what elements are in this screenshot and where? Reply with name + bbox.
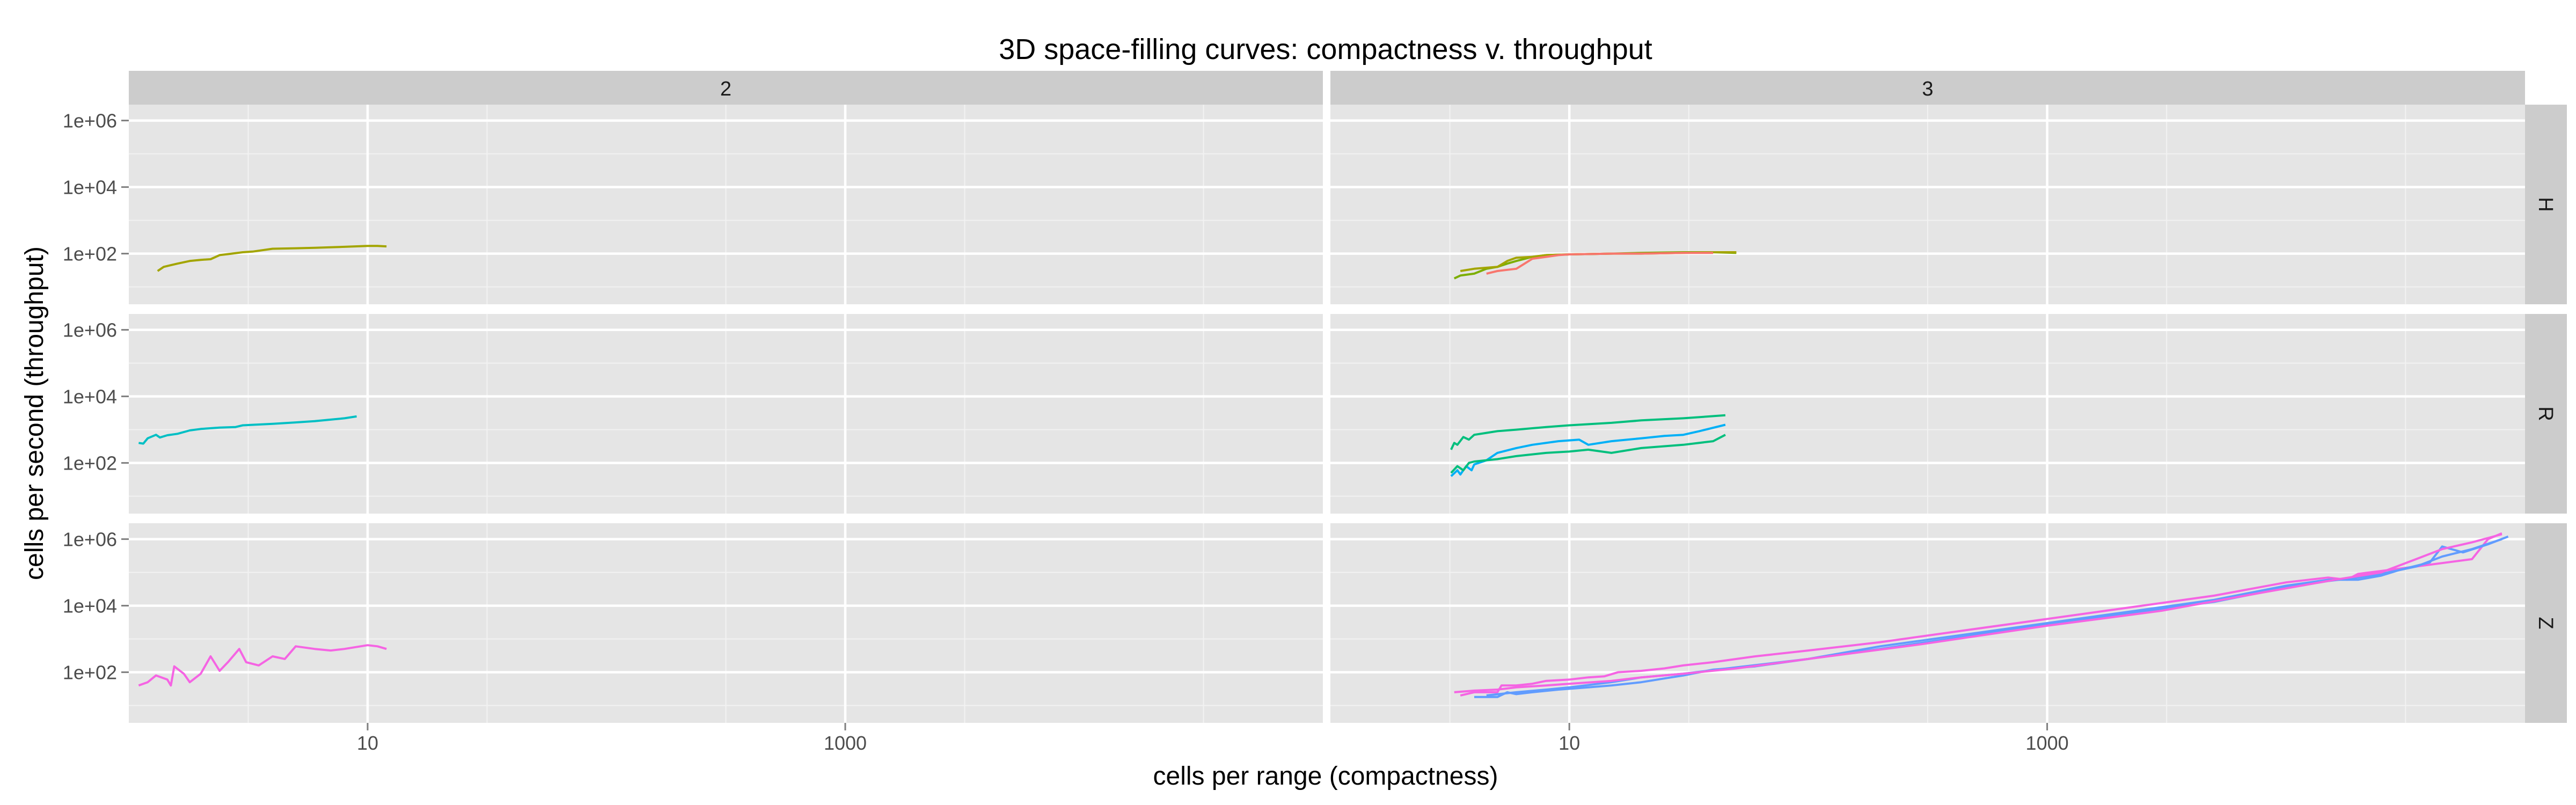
series-line-3-Z xyxy=(1486,538,2502,697)
panel-2-R xyxy=(129,314,1323,514)
facet-strip-label: 2 xyxy=(720,78,731,100)
y-tick-label: 1e+04 xyxy=(63,595,117,617)
facet-grid: 2 3 H R Z 1e+02 1e+04 1e+06 1e+02 1e+04 1e+06 1e+02… xyxy=(63,71,2567,754)
panel-3-Z xyxy=(1330,523,2525,723)
series-line-3-H xyxy=(1486,252,1714,275)
panel-3-H xyxy=(1330,105,2525,304)
series-line-2-H xyxy=(157,245,387,272)
x-tick-label: 10 xyxy=(357,732,378,754)
facet-strip-label: 3 xyxy=(1922,78,1933,100)
x-tick-label: 1000 xyxy=(824,732,867,754)
y-tick-label: 1e+04 xyxy=(63,386,117,408)
y-tick-label: 1e+02 xyxy=(63,452,117,474)
facet-strip-top xyxy=(129,71,1323,105)
panel-2-H xyxy=(129,105,1323,304)
y-tick-label: 1e+06 xyxy=(63,110,117,132)
facet-strip-right xyxy=(2525,314,2567,514)
y-tick-label: 1e+02 xyxy=(63,662,117,684)
y-tick-label: 1e+06 xyxy=(63,319,117,341)
x-tick-label: 10 xyxy=(1558,732,1580,754)
panel-3-R xyxy=(1330,314,2525,514)
y-axis-title: cells per second (throughput) xyxy=(20,246,49,580)
y-tick-label: 1e+02 xyxy=(63,243,117,265)
series-line-2-R xyxy=(138,415,357,445)
chart-title: 3D space-filling curves: compactness v. … xyxy=(999,33,1652,65)
facet-strip-top xyxy=(1330,71,2525,105)
x-tick-label: 1000 xyxy=(2026,732,2069,754)
series-line-3-R xyxy=(1450,414,1726,450)
facet-strip-label: R xyxy=(2534,406,2557,421)
series-line-3-Z xyxy=(1454,533,2502,693)
series-line-3-R xyxy=(1450,434,1726,474)
y-tick-label: 1e+04 xyxy=(63,177,117,199)
y-tick-label: 1e+06 xyxy=(63,529,117,551)
facet-strip-label: H xyxy=(2534,197,2557,211)
facet-strip-label: Z xyxy=(2534,617,2557,629)
facet-strip-right xyxy=(2525,105,2567,304)
series-line-2-Z xyxy=(138,644,387,687)
facet-strip-right xyxy=(2525,523,2567,723)
panel-2-Z xyxy=(129,523,1323,723)
x-axis-title: cells per range (compactness) xyxy=(1153,762,1498,791)
